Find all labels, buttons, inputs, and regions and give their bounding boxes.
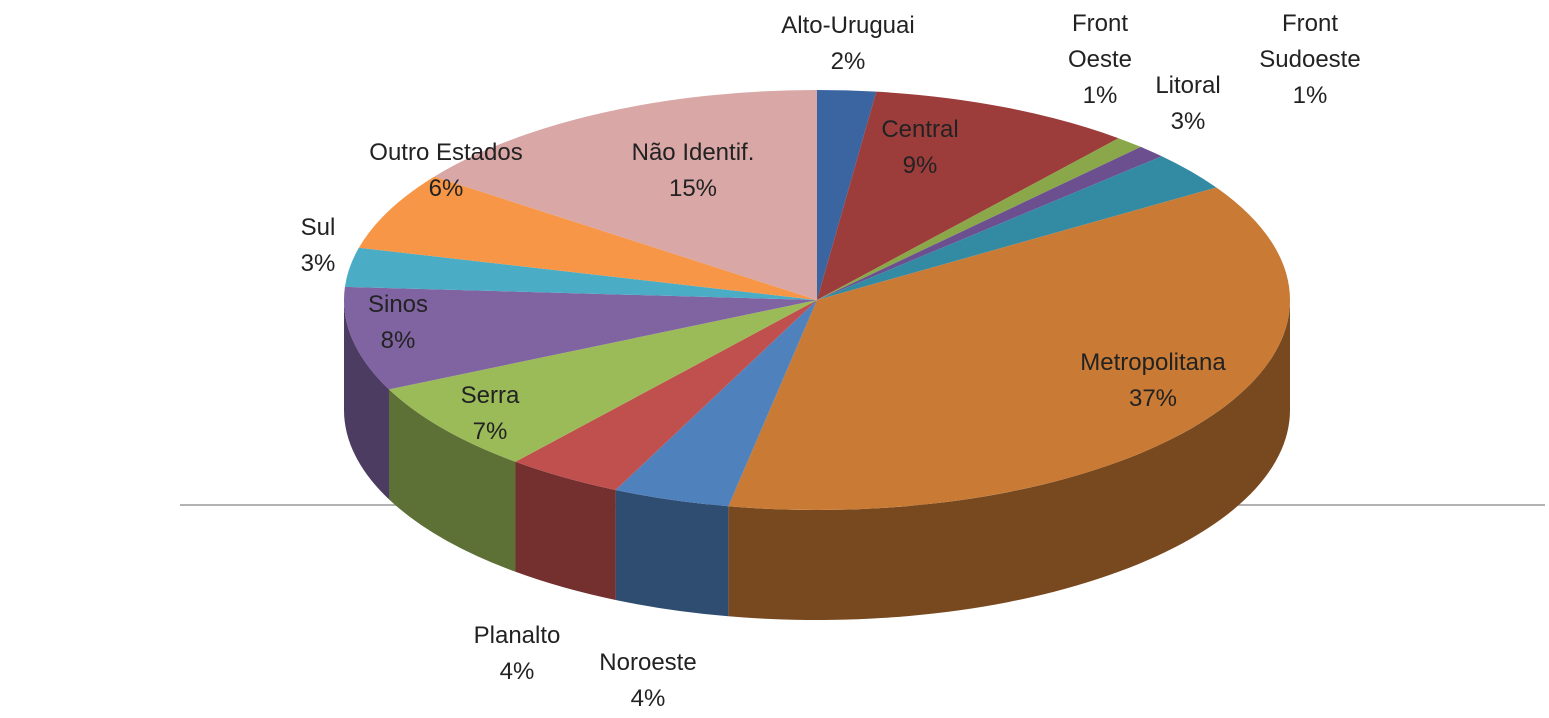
slice — [817, 90, 877, 300]
value-label: 4% — [630, 685, 666, 712]
value-label: 3% — [300, 250, 336, 277]
slice — [615, 300, 817, 507]
slice-side — [615, 490, 729, 617]
slice-label: Metropolitana 37% — [1080, 345, 1225, 417]
slice — [343, 286, 817, 390]
slice — [728, 187, 1290, 511]
slice-label: Front Oeste 1% — [1055, 6, 1145, 114]
category-label: Litoral — [1155, 72, 1221, 99]
category-label: Planalto — [473, 622, 561, 649]
value-label: 3% — [1170, 108, 1206, 135]
category-label: Não Identif. — [631, 139, 755, 166]
value-label: 2% — [830, 48, 866, 75]
value-label: 37% — [1128, 385, 1178, 412]
category-label: Serra — [460, 382, 520, 409]
value-label: 7% — [472, 418, 508, 445]
value-label: 8% — [380, 327, 416, 354]
slice — [817, 138, 1141, 300]
slice-label: Planalto 4% — [474, 618, 561, 690]
category-label: Sinos — [367, 291, 429, 318]
slice — [344, 247, 817, 300]
slice-label: Outro Estados 6% — [369, 135, 522, 207]
slice-side — [389, 389, 516, 572]
category-label: Alto-Uruguai — [781, 12, 915, 39]
category-label: Noroeste — [599, 649, 697, 676]
slice — [515, 300, 817, 491]
slice — [358, 176, 817, 300]
value-label: 6% — [428, 175, 464, 202]
category-label: Central — [881, 116, 959, 143]
slice — [817, 91, 1119, 300]
slice-label: Alto-Uruguai 2% — [781, 8, 914, 80]
slice-side — [728, 300, 1290, 620]
category-label: Front Sudoeste — [1259, 10, 1361, 73]
value-label: 15% — [668, 175, 718, 202]
slice — [817, 146, 1162, 300]
value-label: 9% — [902, 152, 938, 179]
slice-label: Não Identif. 15% — [632, 135, 755, 207]
slice-side — [515, 461, 616, 601]
value-label: 1% — [1082, 82, 1118, 109]
slice-side — [344, 300, 390, 500]
value-label: 1% — [1292, 82, 1328, 109]
slice-label: Noroeste 4% — [599, 645, 696, 717]
slice-label: Serra 7% — [461, 378, 520, 450]
slice-label: Sinos 8% — [368, 287, 428, 359]
slice — [434, 90, 817, 300]
slice-label: Sul 3% — [301, 210, 336, 282]
category-label: Metropolitana — [1080, 349, 1226, 376]
slice-label: Litoral 3% — [1155, 68, 1220, 140]
value-label: 4% — [499, 658, 535, 685]
slice — [389, 300, 817, 462]
slice-label: Central 9% — [881, 112, 958, 184]
category-label: Sul — [300, 214, 336, 241]
category-label: Outro Estados — [369, 139, 523, 166]
category-label: Front Oeste — [1067, 10, 1133, 73]
slice — [817, 156, 1217, 300]
slice-label: Front Sudoeste 1% — [1250, 6, 1370, 114]
